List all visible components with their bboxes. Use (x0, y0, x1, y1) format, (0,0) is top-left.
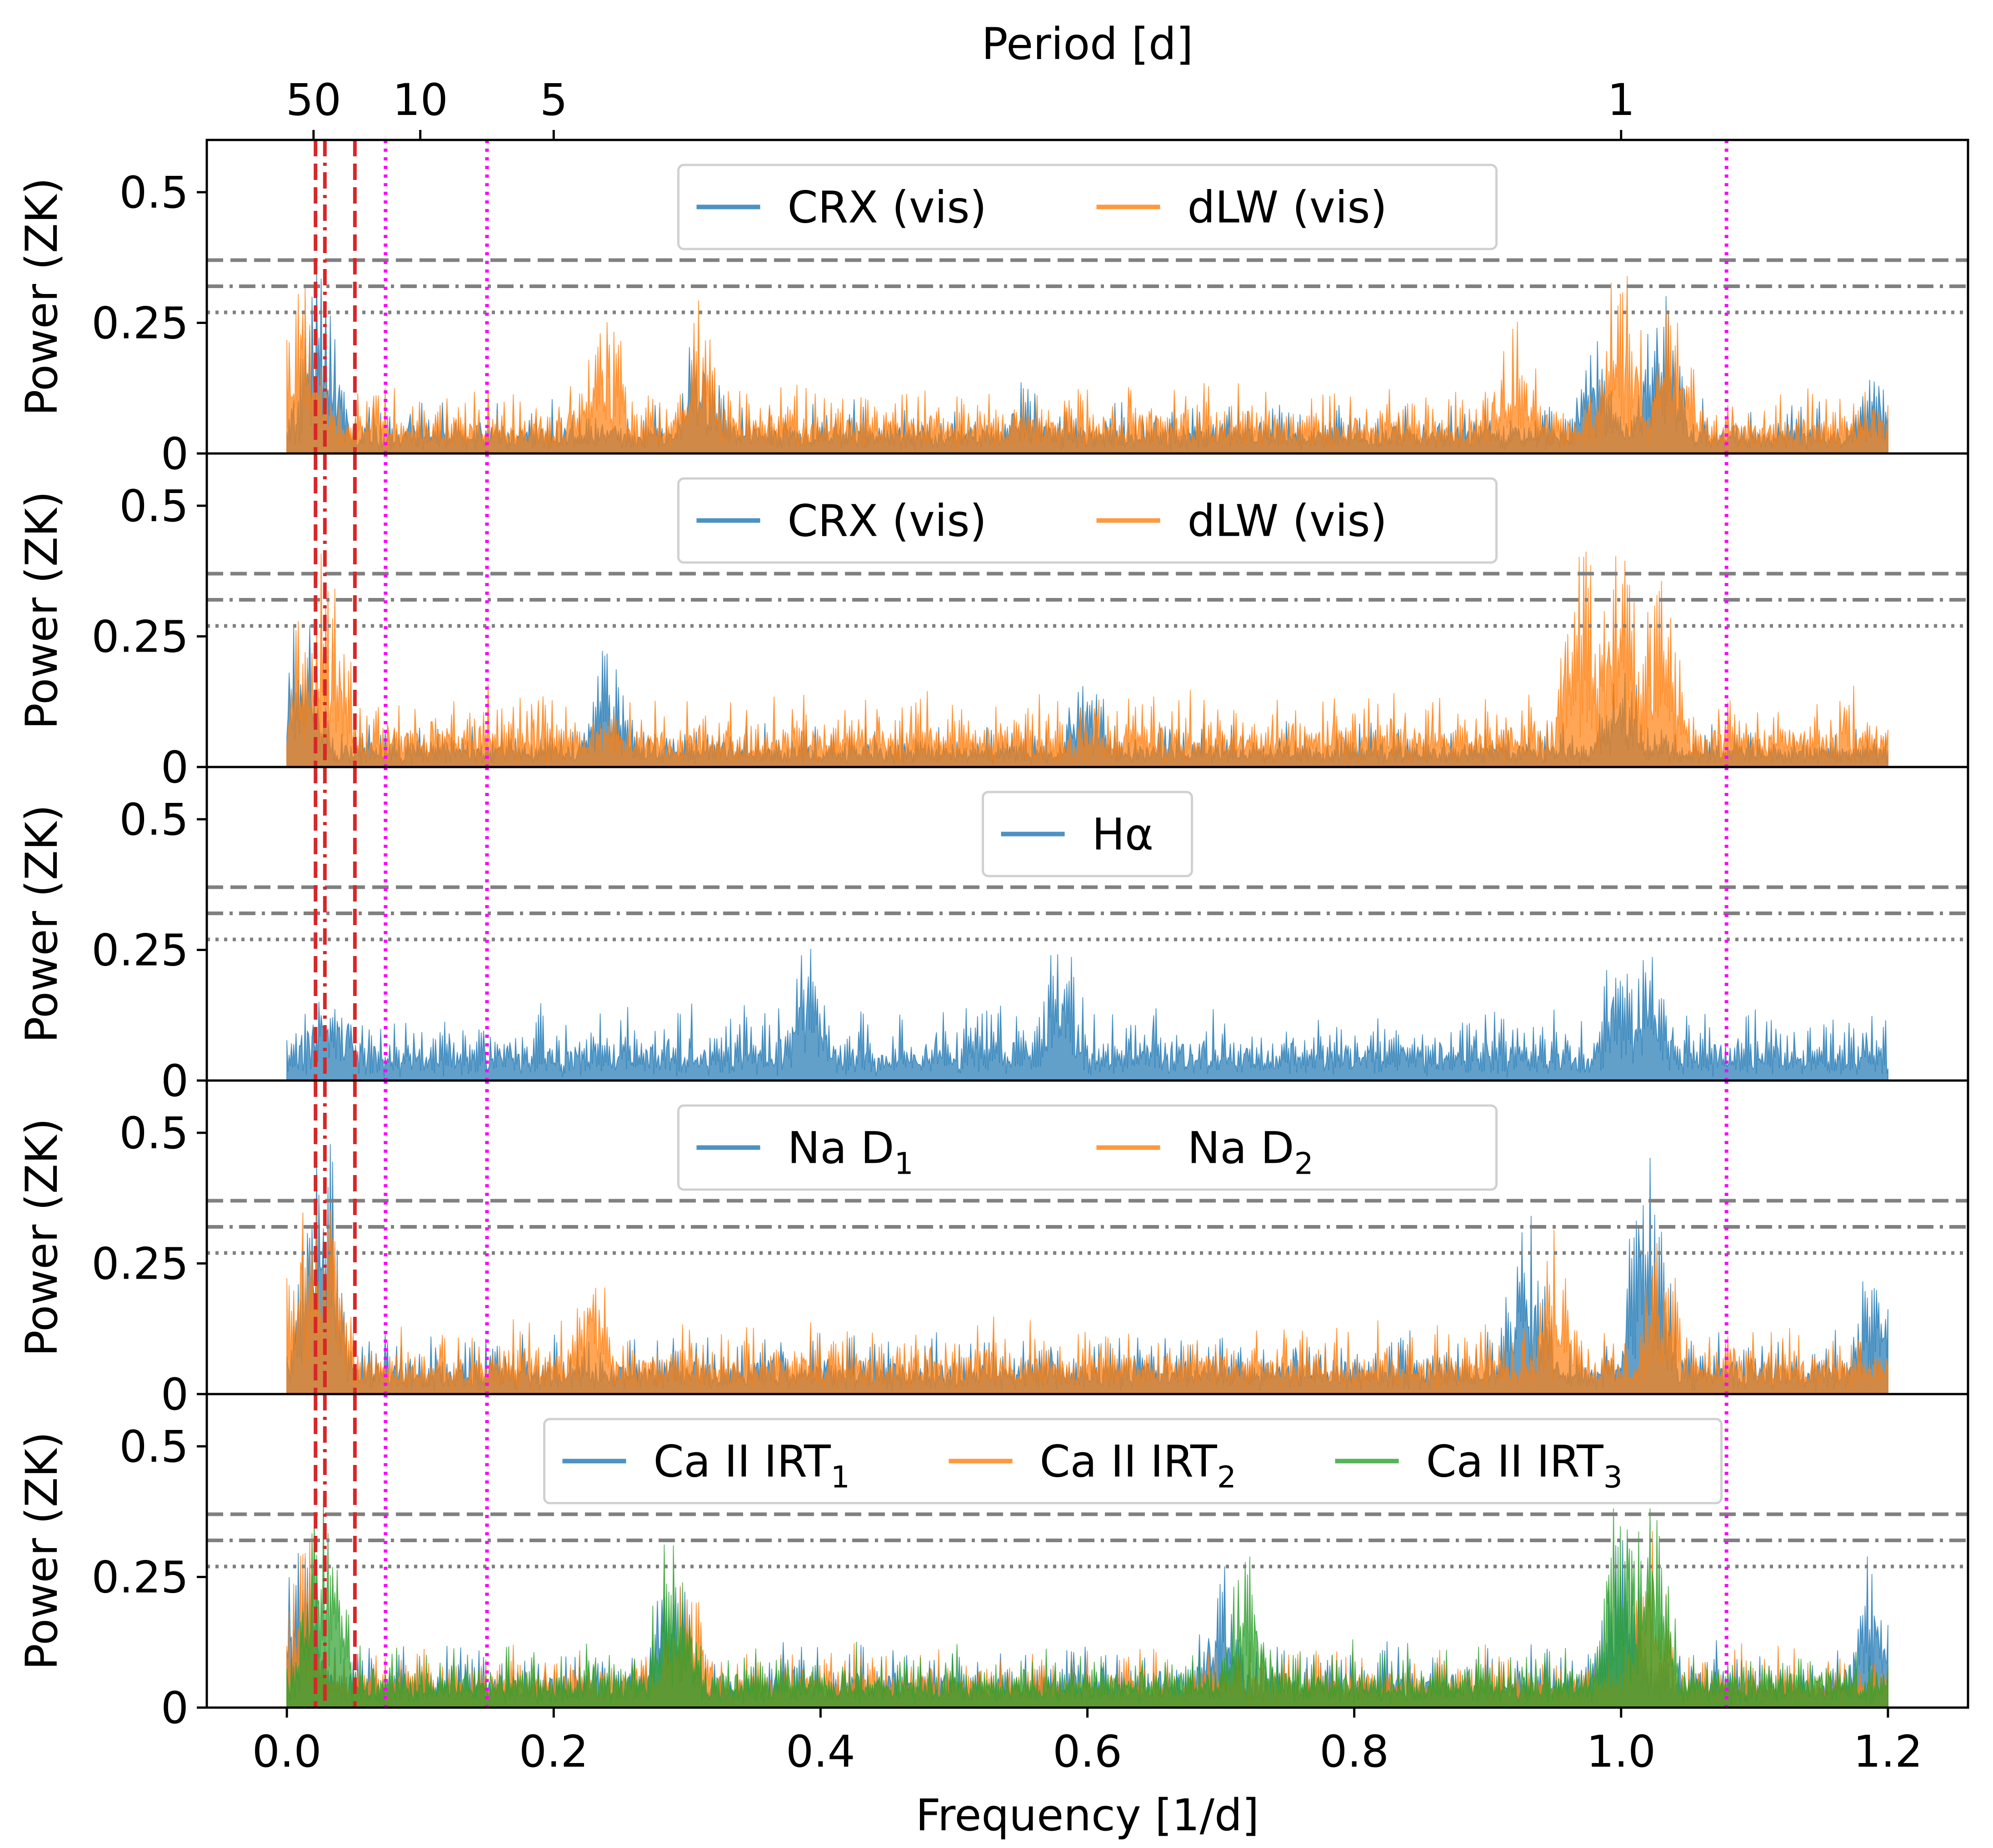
y-tick-label: 0.25 (91, 1239, 189, 1290)
legend-label: dLW (vis) (1188, 496, 1387, 547)
legend-box (677, 164, 1498, 250)
legend: CRX (vis) dLW (vis) (677, 477, 1498, 564)
panel-plot-area (207, 453, 1968, 767)
series-ca-ii-irt-3 (286, 1496, 1888, 1708)
y-axis-label: Power (ZK) (16, 1118, 67, 1356)
legend: Ca II IRT1 Ca II IRT2 Ca II IRT3 (543, 1418, 1723, 1504)
top-axis-title: Period [d] (982, 19, 1194, 70)
panel-plot-area (207, 1394, 1968, 1708)
x-tick-label: 1.2 (1853, 1726, 1923, 1777)
legend-label: Na D2 (1188, 1123, 1314, 1181)
legend-label-subscript: 1 (831, 1460, 850, 1495)
y-tick-label: 0.5 (119, 167, 189, 218)
y-tick-label: 0.25 (91, 612, 189, 662)
y-tick-label: 0.25 (91, 925, 189, 976)
legend-box (677, 477, 1498, 564)
legend-box (677, 1104, 1498, 1191)
legend-label: Ca II IRT1 (654, 1436, 850, 1495)
legend-box (543, 1418, 1723, 1504)
y-tick-label: 0 (161, 742, 189, 793)
y-tick-label: 0.5 (119, 1421, 189, 1472)
y-axis-label: Power (ZK) (16, 805, 67, 1043)
legend-label-text: dLW (vis) (1188, 182, 1387, 233)
legend-label-subscript: 2 (1217, 1460, 1236, 1495)
y-axis-label: Power (ZK) (16, 178, 67, 416)
panel-plot-area (207, 767, 1968, 1081)
y-tick-label: 0.25 (91, 1552, 189, 1603)
legend-label: dLW (vis) (1188, 182, 1387, 233)
legend-label-text: Na D (1188, 1123, 1294, 1174)
legend-box (982, 791, 1193, 877)
x-tick-label: 0.4 (786, 1726, 855, 1777)
legend-label-text: Ca II IRT (1426, 1436, 1604, 1487)
y-axis-label: Power (ZK) (16, 1432, 67, 1670)
y-tick-label: 0.5 (119, 794, 189, 845)
legend-label: Ca II IRT2 (1040, 1436, 1236, 1495)
x-tick-label: 0.8 (1319, 1726, 1389, 1777)
series-dlw-vis- (286, 276, 1888, 453)
x-tick-label: 1.0 (1586, 1726, 1656, 1777)
legend-label-text: Ca II IRT (1040, 1436, 1218, 1487)
legend-label-text: dLW (vis) (1188, 496, 1387, 547)
legend: CRX (vis) dLW (vis) (677, 164, 1498, 250)
legend-label-text: Ca II IRT (654, 1436, 831, 1487)
y-tick-label: 0.5 (119, 1108, 189, 1159)
y-tick-label: 0 (161, 428, 189, 479)
legend-label: CRX (vis) (788, 182, 987, 233)
top-tick-label: 5 (540, 75, 568, 125)
legend-label-text: CRX (vis) (788, 496, 987, 547)
legend-label: Ca II IRT3 (1426, 1436, 1623, 1495)
legend-label-subscript: 1 (894, 1146, 914, 1181)
y-tick-label: 0 (161, 1683, 189, 1733)
panel-5: Ca II IRT1 Ca II IRT2 Ca II IRT300.250.5Po… (16, 1393, 1969, 1733)
legend: Hα (982, 791, 1193, 877)
legend: Na D1 Na D2 (677, 1104, 1498, 1191)
y-tick-label: 0 (161, 1056, 189, 1106)
legend-label-text: Hα (1092, 809, 1154, 860)
legend-label-text: Na D (788, 1123, 894, 1174)
x-axis-title: Frequency [1/d] (916, 1790, 1259, 1841)
panel-1: CRX (vis) dLW (vis) 0 0.25 0.5 Power (ZK) (16, 139, 1969, 479)
legend-label-text: CRX (vis) (788, 182, 987, 233)
top-tick-label: 10 (393, 75, 448, 125)
y-tick-label: 0 (161, 1369, 189, 1420)
panel-plot-area (207, 1081, 1968, 1394)
y-axis-label: Power (ZK) (16, 491, 67, 729)
series-na-d-2 (286, 1209, 1888, 1394)
legend-label: CRX (vis) (788, 496, 987, 547)
legend-label-subscript: 3 (1603, 1460, 1623, 1495)
bottom-frequency-axis: 0.0 0.2 0.4 0.6 0.8 1.0 1.2 (252, 1708, 1923, 1777)
legend-label-subscript: 2 (1294, 1146, 1314, 1181)
panel-plot-area (207, 140, 1968, 453)
x-tick-label: 0.2 (519, 1726, 589, 1777)
legend-label: Hα (1092, 809, 1154, 860)
y-tick-label: 0.5 (119, 481, 189, 532)
top-tick-label: 1 (1607, 75, 1635, 125)
panel-3: Hα 0 0.25 0.5 Power (ZK) (16, 766, 1969, 1106)
panel-2: CRX (vis) dLW (vis) 0 0.25 0.5 Power (ZK) (16, 452, 1969, 793)
legend-label: Na D1 (788, 1123, 914, 1181)
y-tick-label: 0.25 (91, 298, 189, 349)
series-dlw-vis- (286, 551, 1888, 767)
x-tick-label: 0.0 (252, 1726, 322, 1777)
top-period-axis: 50 10 5 1 (286, 75, 1635, 140)
series-h- (286, 948, 1888, 1081)
top-tick-label: 50 (286, 75, 341, 125)
x-tick-label: 0.6 (1053, 1726, 1122, 1777)
